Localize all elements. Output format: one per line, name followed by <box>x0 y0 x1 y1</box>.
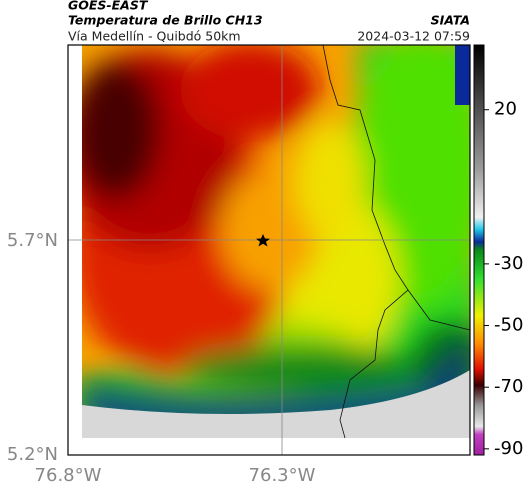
lat-label: 5.7°N <box>7 230 58 251</box>
product: Temperatura de Brillo CH13 <box>68 13 263 28</box>
map <box>67 44 471 456</box>
lon-label: 76.3°W <box>249 465 316 486</box>
colorbar-tick-label: -70 <box>494 376 523 397</box>
colorbar: 20 -30 -50 -70 -90 <box>473 44 523 459</box>
lon-label: 76.8°W <box>35 465 102 486</box>
timestamp: 2024-03-12 07:59 <box>357 29 470 44</box>
colorbar-tick-label: -90 <box>494 438 523 459</box>
route: Vía Medellín - Quibdó 50km <box>68 29 241 44</box>
agency: SIATA <box>431 13 470 28</box>
source: GOES-EAST <box>68 0 149 13</box>
colorbar-tick-label: -30 <box>494 253 523 274</box>
lat-label: 5.2°N <box>7 444 58 465</box>
colorbar-tick-label: 20 <box>494 99 517 120</box>
colorbar-tick-label: -50 <box>494 315 523 336</box>
